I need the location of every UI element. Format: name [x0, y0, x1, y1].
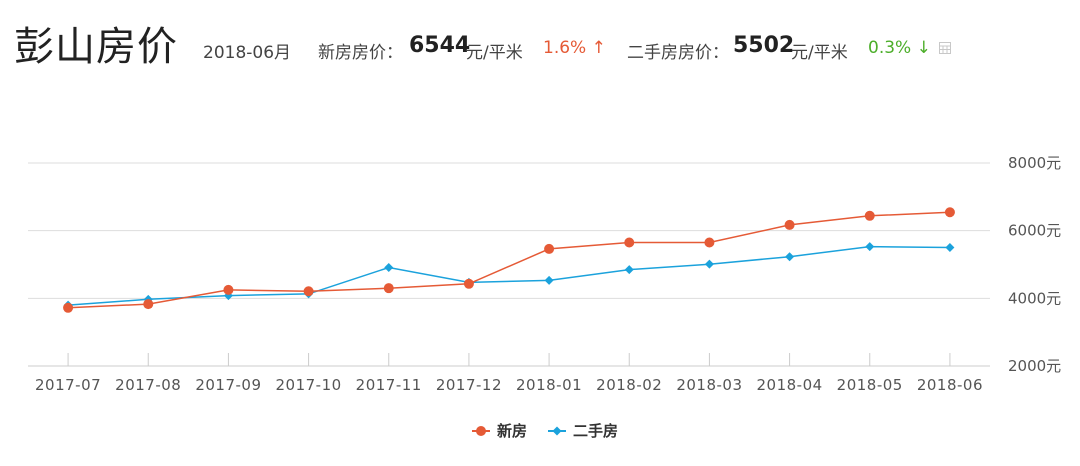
data-point-second-hand[interactable]	[865, 242, 875, 252]
new-house-price-unit: 元/平米	[466, 43, 523, 63]
data-point-second-hand[interactable]	[704, 259, 714, 269]
period-label: 2018-06月	[203, 43, 292, 63]
y-tick-label: 2000元	[1008, 357, 1061, 375]
data-point-new-house[interactable]	[624, 237, 635, 248]
grid-lines	[28, 162, 990, 367]
x-tick-label: 2017-10	[275, 376, 341, 394]
legend-label: 二手房	[573, 422, 618, 440]
y-tick-label: 4000元	[1008, 289, 1061, 307]
series-line-new-house	[68, 211, 950, 309]
y-tick-label: 8000元	[1008, 154, 1061, 172]
data-point-new-house[interactable]	[704, 237, 715, 248]
legend-marker-diamond	[552, 426, 562, 436]
legend-item-new-house[interactable]: 新房	[472, 422, 527, 440]
x-tick-label: 2017-09	[195, 376, 261, 394]
second-hand-price-change: 0.3% ↓	[868, 38, 931, 58]
new-house-price-value: 6544	[409, 33, 471, 58]
data-point-new-house[interactable]	[63, 302, 74, 313]
legend: 新房 二手房	[472, 422, 618, 440]
x-tick-label: 2018-03	[676, 376, 742, 394]
data-point-new-house[interactable]	[223, 284, 234, 295]
x-tick-label: 2017-11	[356, 376, 422, 394]
data-point-new-house[interactable]	[463, 278, 474, 289]
data-point-second-hand[interactable]	[785, 252, 795, 262]
new-house-price-change: 1.6% ↑	[543, 38, 606, 58]
legend-item-second-hand[interactable]: 二手房	[548, 422, 618, 440]
data-point-second-hand[interactable]	[945, 243, 955, 253]
data-point-new-house[interactable]	[784, 219, 795, 230]
page-title: 彭山房价	[14, 24, 178, 70]
series-layer	[63, 207, 955, 313]
data-point-new-house[interactable]	[303, 286, 314, 297]
series-line-second-hand	[68, 245, 950, 306]
data-point-new-house[interactable]	[143, 299, 154, 310]
legend-label: 新房	[497, 422, 527, 440]
legend-marker-circle	[476, 426, 486, 436]
new-house-price-label: 新房房价：	[318, 43, 403, 63]
x-axis: 2000元 4000元 6000元 8000元 2017-07 2017-08 2017-0…	[35, 154, 1061, 394]
second-hand-price-label: 二手房房价：	[627, 43, 729, 63]
x-tick-label: 2018-01	[516, 376, 582, 394]
x-tick-label: 2018-05	[837, 376, 903, 394]
y-tick-label: 6000元	[1008, 222, 1061, 240]
x-tick-label: 2018-06	[917, 376, 983, 394]
second-hand-price-value: 5502	[733, 33, 795, 58]
calculator-icon[interactable]	[939, 42, 951, 54]
x-tick-label: 2017-08	[115, 376, 181, 394]
data-point-second-hand[interactable]	[624, 265, 634, 275]
data-point-new-house[interactable]	[383, 283, 394, 294]
data-point-second-hand[interactable]	[544, 275, 554, 285]
data-point-new-house[interactable]	[864, 210, 875, 221]
x-tick-label: 2017-07	[35, 376, 101, 394]
x-tick-label: 2018-04	[756, 376, 822, 394]
price-header: 彭山房价 2018-06月 新房房价： 6544 元/平米 1.6% ↑ 二手房…	[0, 0, 1080, 90]
x-tick-label: 2017-12	[436, 376, 502, 394]
second-hand-price-unit: 元/平米	[791, 43, 848, 63]
data-point-new-house[interactable]	[544, 243, 555, 254]
data-point-new-house[interactable]	[944, 207, 955, 218]
data-point-second-hand[interactable]	[384, 263, 394, 273]
x-tick-label: 2018-02	[596, 376, 662, 394]
